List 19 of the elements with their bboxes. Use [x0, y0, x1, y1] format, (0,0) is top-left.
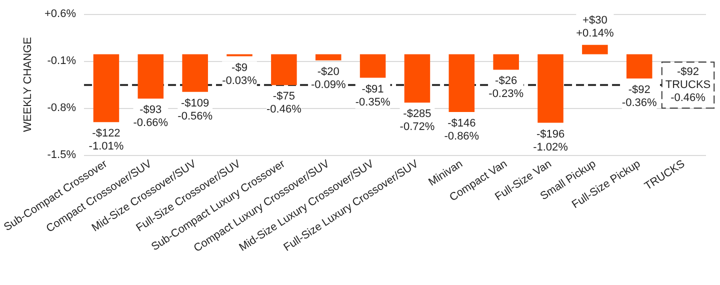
data-label: +$30 +0.14% [576, 14, 614, 40]
data-label: -$26 -0.23% [488, 75, 524, 100]
y-tick-label: -0.8% [47, 102, 76, 114]
data-label: -$109 -0.56% [178, 97, 213, 122]
y-tick-label: +0.6% [44, 8, 76, 20]
y-tick-label: -1.5% [47, 149, 76, 161]
data-label: -$285 -0.72% [400, 108, 435, 134]
data-label: -$9 -0.03% [222, 62, 258, 87]
y-tick-label: -0.1% [47, 55, 76, 67]
data-label: -$75 -0.46% [266, 90, 302, 116]
data-label: -$91 -0.35% [355, 83, 390, 108]
data-label: -$122 -1.01% [88, 128, 124, 153]
data-label: -$92 -0.36% [622, 84, 657, 109]
data-label: -$196 -1.02% [533, 128, 568, 154]
data-label: -$93 -0.66% [133, 104, 168, 130]
data-label: -$20 -0.09% [310, 66, 346, 91]
ref-line-label: -$92 TRUCKS -0.46% [665, 66, 711, 104]
data-label: -$146 -0.86% [444, 118, 480, 143]
y-axis-title: WEEKLY CHANGE [22, 37, 34, 132]
